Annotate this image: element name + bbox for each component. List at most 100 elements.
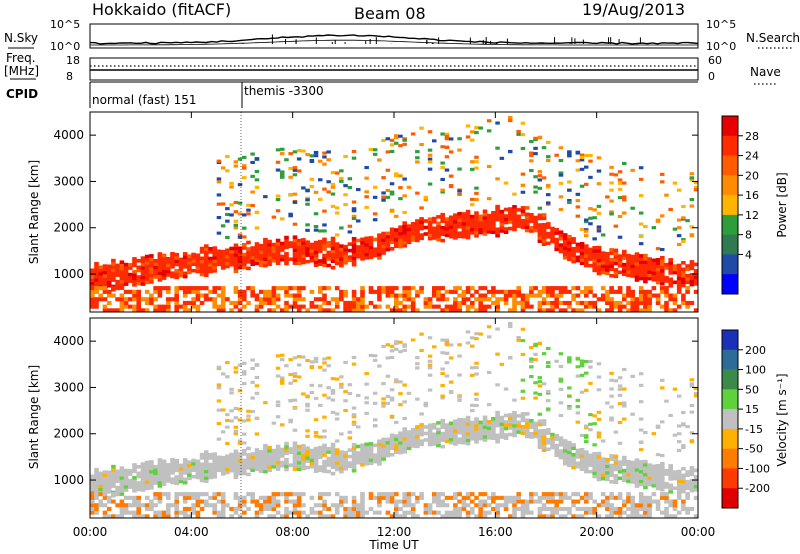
- power-cell: [178, 304, 184, 309]
- velocity-cell: [440, 492, 445, 497]
- velocity-cell: [681, 499, 686, 504]
- power-cell: [410, 297, 416, 302]
- colorbar-tick-label: 100: [745, 364, 766, 377]
- power-cell: [613, 300, 619, 305]
- velocity-cell: [689, 384, 695, 388]
- power-cell: [541, 229, 547, 233]
- power-cell: [195, 304, 201, 309]
- velocity-cell: [98, 478, 103, 482]
- y-tick-label: 3000: [53, 380, 84, 394]
- power-cell: [389, 234, 395, 238]
- power-cell: [339, 257, 344, 261]
- power-cell: [432, 216, 437, 221]
- power-cell: [617, 286, 623, 291]
- power-cell: [339, 226, 344, 230]
- velocity-cell: [225, 467, 230, 472]
- power-cell: [132, 260, 137, 264]
- velocity-cell: [250, 366, 255, 370]
- velocity-cell: [195, 495, 201, 500]
- power-cell: [220, 259, 226, 264]
- power-cell: [643, 304, 648, 309]
- power-cell: [326, 257, 331, 261]
- velocity-cell: [470, 409, 475, 413]
- velocity-cell: [123, 488, 129, 492]
- velocity-cell: [237, 468, 243, 473]
- velocity-cell: [305, 514, 310, 519]
- power-cell: [216, 308, 222, 313]
- velocity-cell: [94, 495, 99, 500]
- velocity-cell: [339, 495, 344, 500]
- power-cell: [119, 260, 125, 264]
- velocity-cell: [638, 479, 644, 484]
- power-cell: [655, 280, 661, 285]
- power-cell: [448, 231, 454, 236]
- velocity-cell: [516, 414, 521, 418]
- power-cell: [533, 218, 538, 223]
- velocity-cell: [457, 373, 462, 377]
- velocity-cell: [229, 459, 234, 463]
- power-cell: [634, 278, 640, 282]
- power-cell: [660, 281, 665, 286]
- velocity-cell: [128, 472, 133, 476]
- power-cell: [512, 308, 517, 313]
- power-cell: [246, 240, 251, 245]
- power-cell: [144, 267, 150, 272]
- power-cell: [520, 146, 526, 150]
- velocity-cell: [288, 450, 293, 455]
- power-cell: [630, 261, 635, 265]
- power-cell: [605, 308, 610, 313]
- power-cell: [254, 242, 260, 246]
- power-cell: [693, 282, 699, 286]
- power-cell: [292, 258, 298, 262]
- power-cell: [119, 276, 125, 281]
- power-cell: [541, 176, 547, 180]
- colorbar-tick-label: 16: [745, 189, 759, 202]
- velocity-cell: [381, 344, 386, 348]
- power-cell: [609, 188, 614, 192]
- power-cell: [313, 263, 319, 267]
- power-cell: [132, 279, 137, 284]
- velocity-cell: [537, 429, 543, 433]
- power-cell: [280, 175, 285, 179]
- velocity-cell: [516, 423, 521, 428]
- velocity-cell: [136, 465, 141, 469]
- velocity-cell: [204, 473, 209, 477]
- velocity-cell: [486, 436, 492, 440]
- power-cell: [668, 207, 673, 211]
- power-cell: [474, 198, 479, 202]
- velocity-cell: [233, 465, 239, 470]
- velocity-cell: [474, 332, 479, 336]
- power-cell: [149, 260, 154, 265]
- velocity-cell: [149, 486, 154, 490]
- velocity-cell: [592, 471, 597, 475]
- velocity-cell: [187, 473, 192, 477]
- velocity-cell: [389, 349, 395, 353]
- power-cell: [567, 300, 572, 305]
- power-cell: [533, 136, 538, 140]
- velocity-cell: [318, 452, 323, 456]
- power-cell: [237, 157, 243, 161]
- power-cell: [351, 246, 357, 251]
- velocity-cell: [322, 368, 327, 372]
- velocity-cell: [275, 451, 281, 455]
- power-cell: [153, 268, 158, 273]
- velocity-cell: [491, 506, 496, 511]
- velocity-cell: [427, 436, 433, 440]
- power-cell: [524, 206, 530, 210]
- velocity-cell: [584, 388, 589, 392]
- velocity-cell: [250, 468, 255, 472]
- velocity-cell: [524, 412, 530, 416]
- freq-label-line1: Freq.: [6, 51, 36, 65]
- velocity-cell: [537, 438, 543, 443]
- power-cell: [486, 213, 492, 218]
- power-cell: [242, 265, 247, 270]
- velocity-cell: [554, 434, 559, 438]
- power-cell: [423, 297, 429, 302]
- velocity-cell: [486, 503, 492, 508]
- velocity-cell: [90, 495, 95, 500]
- cpid-mode-themis: themis -3300: [244, 84, 324, 98]
- power-cell: [410, 231, 416, 236]
- power-cell: [356, 245, 361, 249]
- power-cell: [432, 289, 437, 294]
- velocity-cell: [638, 466, 644, 471]
